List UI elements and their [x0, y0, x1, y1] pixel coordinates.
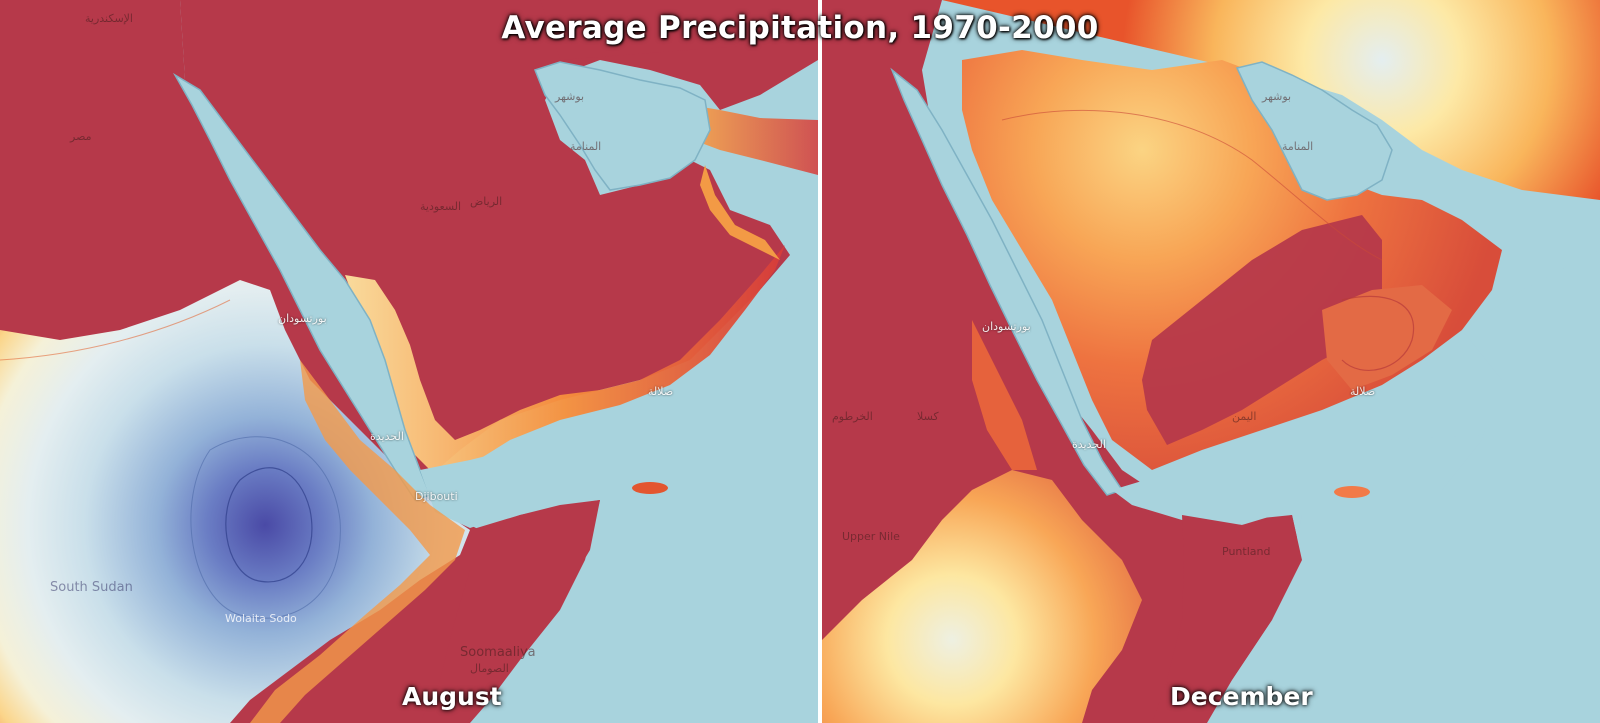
place-label: المنامة: [1282, 140, 1314, 153]
place-label: Djibouti: [415, 490, 458, 503]
somalia-horn: [1152, 515, 1302, 723]
place-label: بورتسودان: [278, 312, 327, 325]
arabian-sea: [490, 250, 818, 723]
place-label: Upper Nile: [842, 530, 900, 543]
place-label: المنامة: [570, 140, 602, 153]
place-label: كسلا: [917, 410, 939, 423]
ethiopia-wet-zone: [0, 280, 470, 723]
persia-landmass: [540, 0, 818, 60]
east-africa-coastal-band: [972, 320, 1037, 470]
place-label: صلالة: [1350, 385, 1376, 398]
contour-line: [1341, 295, 1415, 371]
red-sea: [890, 67, 1124, 496]
arabia-dry-core: [1142, 215, 1382, 445]
contour-line: [190, 436, 341, 619]
place-label: بورتسودان: [982, 320, 1031, 333]
persia-landmass: [942, 0, 1600, 200]
panel-label-december: December: [1170, 682, 1313, 711]
persian-gulf: [534, 61, 711, 191]
december-precipitation-map: [822, 0, 1600, 723]
place-label: Soomaaliya: [460, 645, 536, 660]
persian-gulf: [1235, 61, 1393, 201]
socotra-island: [1334, 486, 1370, 498]
place-label: السعودية: [420, 200, 462, 213]
oman-coastal-band: [700, 165, 780, 260]
panel-divider: [818, 0, 822, 723]
august-map-panel[interactable]: الإسكندرية مصر بوشهر المنامة الرياض السع…: [0, 0, 818, 723]
east-africa-coastal-band: [250, 360, 465, 723]
socotra-island: [632, 482, 668, 494]
place-label: Wolaita Sodo: [225, 612, 297, 625]
place-label: بوشهر: [555, 90, 585, 103]
map-title: Average Precipitation, 1970-2000: [501, 10, 1099, 46]
place-label: بوشهر: [1262, 90, 1292, 103]
contour-line: [0, 299, 231, 361]
place-label: مصر: [70, 130, 92, 143]
somalia-horn: [420, 500, 600, 723]
contour-line: [1001, 109, 1383, 261]
arabian-sea: [1202, 250, 1600, 723]
place-label: الحديدة: [370, 430, 404, 443]
place-label: الرياض: [470, 195, 503, 208]
place-label: Puntland: [1222, 545, 1271, 558]
place-label: الإسكندرية: [85, 12, 133, 25]
place-label: الحديدة: [1072, 438, 1106, 451]
place-label: اليمن: [1232, 410, 1257, 423]
place-label: الصومال: [470, 662, 509, 675]
panel-label-august: August: [402, 682, 502, 711]
oman-dry-zone: [1322, 285, 1452, 390]
arabia-landmass: [180, 0, 818, 480]
contour-line: [225, 467, 313, 583]
december-map-panel[interactable]: بوشهر المنامة بورتسودان الخرطوم كسلا الح…: [822, 0, 1600, 723]
ethiopia-wet-zone: [822, 470, 1142, 723]
place-label: South Sudan: [50, 580, 133, 595]
place-label: صلالة: [648, 385, 674, 398]
august-precipitation-map: [0, 0, 818, 723]
arabia-southwest-coastal-band: [345, 245, 785, 475]
place-label: الخرطوم: [832, 410, 873, 423]
